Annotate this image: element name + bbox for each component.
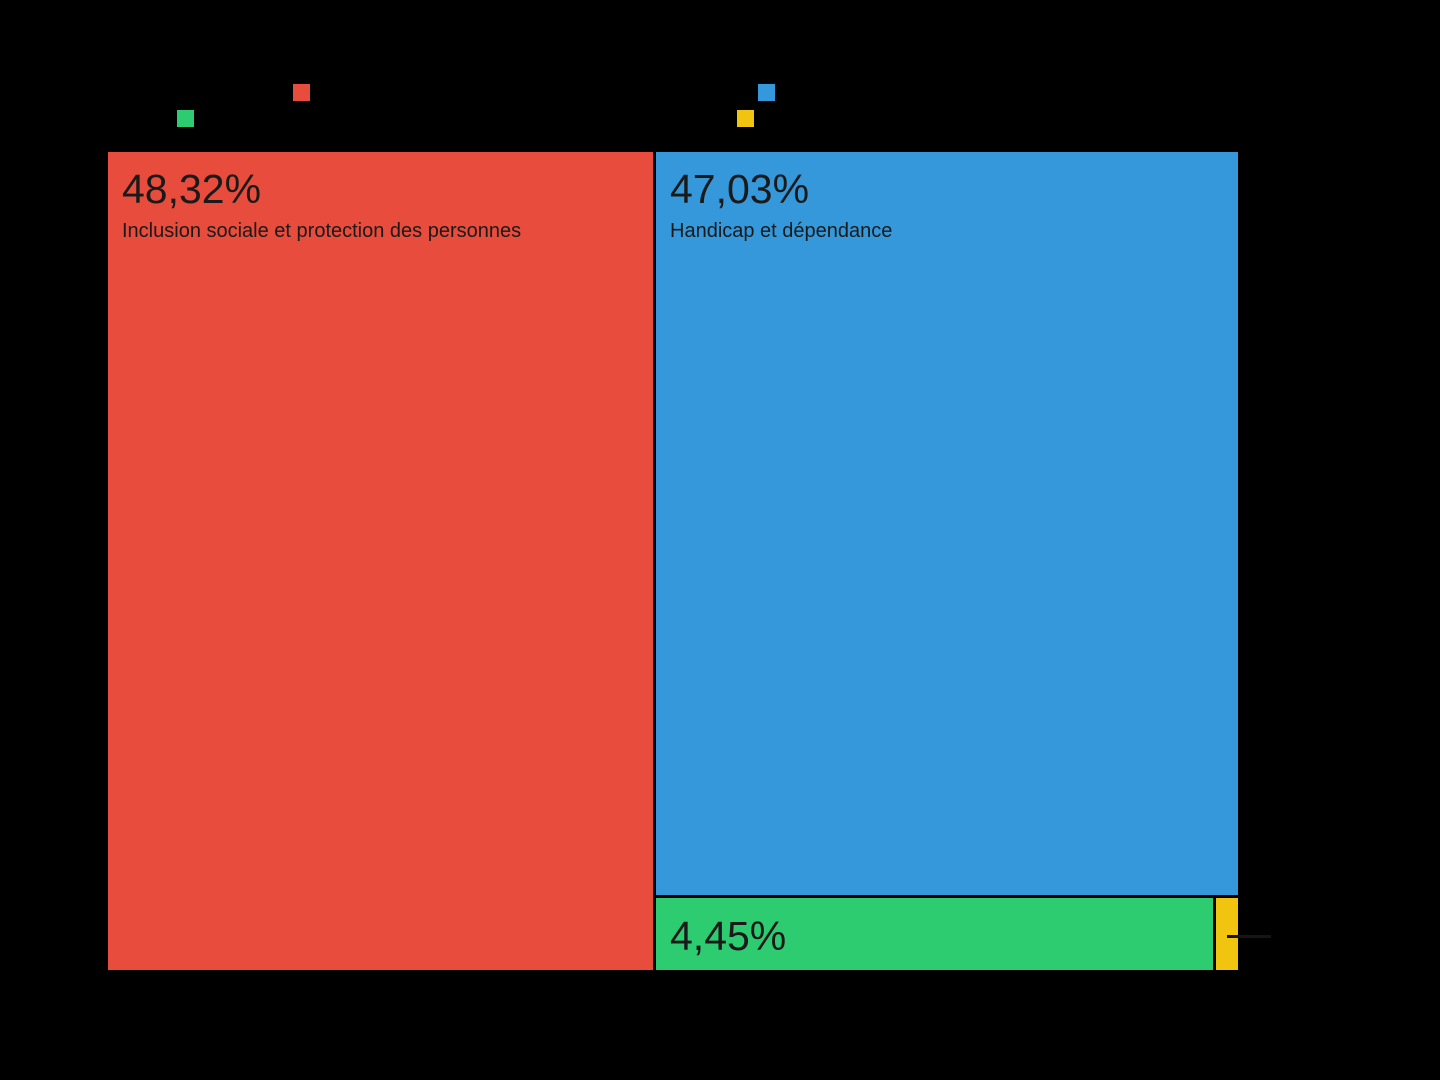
treemap-cell-inclusion-sociale[interactable]: 48,32% Inclusion sociale et protection d… [108,152,653,970]
cell-percent-label: 47,03% [670,166,810,212]
cell-category-label: Handicap et dépendance [670,220,893,243]
legend-swatch-blue[interactable] [758,84,775,101]
legend-swatch-red[interactable] [293,84,310,101]
yellow-slice-callout-line [1227,935,1271,938]
cell-category-label: Inclusion sociale et protection des pers… [122,220,522,243]
treemap-cell-green[interactable]: 4,45% [656,898,1213,970]
treemap-cell-yellow[interactable] [1216,898,1238,970]
treemap-cell-handicap-dependance[interactable]: 47,03% Handicap et dépendance [656,152,1238,895]
cell-percent-label: 4,45% [670,913,787,960]
legend-swatch-yellow[interactable] [737,110,754,127]
legend-swatch-green[interactable] [177,110,194,127]
cell-percent-label: 48,32% [122,166,262,212]
